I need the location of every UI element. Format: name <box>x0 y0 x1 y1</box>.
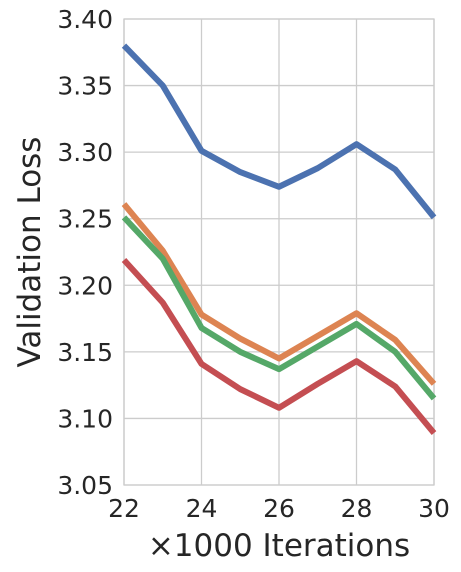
plot-frame <box>123 18 435 486</box>
series-line-2 <box>121 202 437 386</box>
x-tick-label: 28 <box>341 494 373 523</box>
series-lines <box>121 43 437 435</box>
series-line-3 <box>121 215 437 401</box>
y-tick-label: 3.10 <box>57 404 113 433</box>
x-tick-label: 26 <box>263 494 295 523</box>
y-tick-labels: 3.05 3.10 3.15 3.20 3.25 3.30 3.35 3.40 <box>57 5 113 500</box>
y-tick-label: 3.20 <box>57 271 113 300</box>
y-tick-label: 3.25 <box>57 205 113 234</box>
y-axis-title: Validation Loss <box>12 137 48 368</box>
series-line-1 <box>121 43 437 220</box>
x-axis-title: ×1000 Iterations <box>148 528 410 564</box>
y-tick-label: 3.35 <box>57 72 113 101</box>
x-tick-label: 22 <box>108 494 140 523</box>
series-line-4 <box>121 257 437 435</box>
x-tick-labels: 22 24 26 28 30 <box>108 494 450 523</box>
grid <box>123 18 435 486</box>
y-tick-label: 3.30 <box>57 138 113 167</box>
x-tick-label: 30 <box>418 494 450 523</box>
x-tick-label: 24 <box>186 494 218 523</box>
y-tick-label: 3.40 <box>57 5 113 34</box>
y-tick-label: 3.05 <box>57 471 113 500</box>
y-tick-label: 3.15 <box>57 338 113 367</box>
